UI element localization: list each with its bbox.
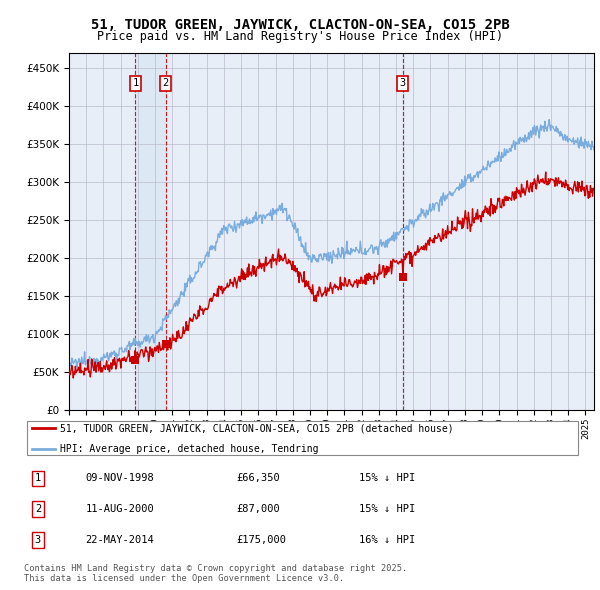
Text: 15% ↓ HPI: 15% ↓ HPI <box>359 474 415 483</box>
Text: 22-MAY-2014: 22-MAY-2014 <box>85 535 154 545</box>
Text: 16% ↓ HPI: 16% ↓ HPI <box>359 535 415 545</box>
Text: 09-NOV-1998: 09-NOV-1998 <box>85 474 154 483</box>
Text: 3: 3 <box>400 78 406 88</box>
Text: 1: 1 <box>35 474 41 483</box>
Text: 15% ↓ HPI: 15% ↓ HPI <box>359 504 415 514</box>
Text: 51, TUDOR GREEN, JAYWICK, CLACTON-ON-SEA, CO15 2PB (detached house): 51, TUDOR GREEN, JAYWICK, CLACTON-ON-SEA… <box>60 424 454 434</box>
Text: Contains HM Land Registry data © Crown copyright and database right 2025.
This d: Contains HM Land Registry data © Crown c… <box>24 564 407 583</box>
Text: 2: 2 <box>163 78 169 88</box>
Text: £66,350: £66,350 <box>236 474 280 483</box>
Text: £175,000: £175,000 <box>236 535 286 545</box>
Text: 3: 3 <box>35 535 41 545</box>
Bar <box>403 53 404 410</box>
Text: 51, TUDOR GREEN, JAYWICK, CLACTON-ON-SEA, CO15 2PB: 51, TUDOR GREEN, JAYWICK, CLACTON-ON-SEA… <box>91 18 509 32</box>
Text: 2: 2 <box>35 504 41 514</box>
Text: 11-AUG-2000: 11-AUG-2000 <box>85 504 154 514</box>
Text: Price paid vs. HM Land Registry's House Price Index (HPI): Price paid vs. HM Land Registry's House … <box>97 30 503 43</box>
Text: 1: 1 <box>133 78 139 88</box>
Bar <box>136 53 166 410</box>
Text: HPI: Average price, detached house, Tendring: HPI: Average price, detached house, Tend… <box>60 444 319 454</box>
Text: £87,000: £87,000 <box>236 504 280 514</box>
FancyBboxPatch shape <box>27 421 578 455</box>
